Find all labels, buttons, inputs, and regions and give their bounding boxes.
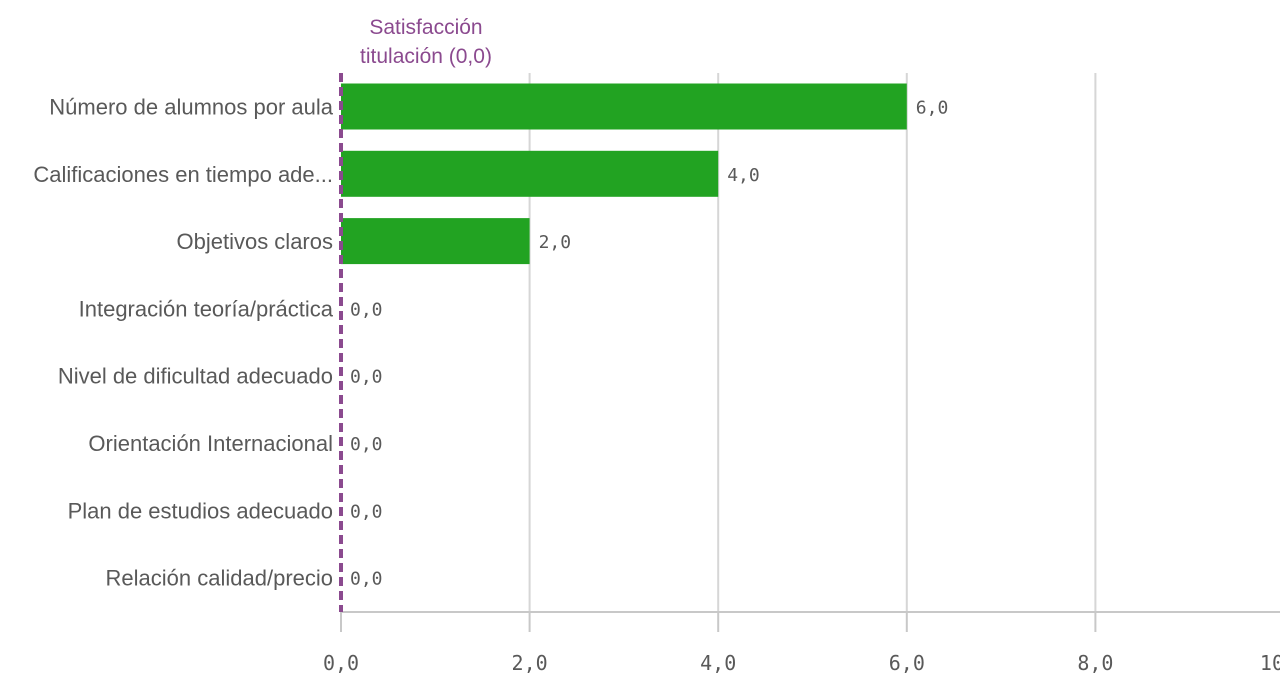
category-label: Relación calidad/precio [106, 566, 333, 591]
data-label: 2,0 [539, 232, 572, 253]
x-tick-label: 6,0 [889, 651, 925, 675]
bar [341, 218, 530, 265]
data-label: 0,0 [350, 434, 383, 455]
x-tick-label: 10,0 [1260, 651, 1280, 675]
category-label: Plan de estudios adecuado [68, 498, 333, 523]
category-label: Objetivos claros [176, 229, 333, 254]
x-tick-label: 8,0 [1077, 651, 1113, 675]
data-label: 0,0 [350, 299, 383, 320]
axes [340, 611, 1280, 632]
reference-line-group: Satisfacción titulación (0,0) [339, 16, 492, 612]
reference-line-label-line2: titulación (0,0) [360, 45, 492, 68]
x-tick-label: 4,0 [700, 651, 736, 675]
labels: 0,0 2,0 4,0 6,0 8,0 10,0 Número de alumnos por… [33, 95, 1280, 676]
bars [341, 83, 907, 265]
category-label: Nivel de dificultad adecuado [58, 364, 333, 389]
bar [341, 150, 719, 197]
reference-line-label-line1: Satisfacción [369, 16, 482, 39]
x-tick-label: 0,0 [323, 651, 359, 675]
category-label: Número de alumnos por aula [49, 95, 333, 120]
data-label: 0,0 [350, 501, 383, 522]
x-tick-label: 2,0 [512, 651, 548, 675]
category-label: Integración teoría/práctica [79, 296, 334, 321]
category-label: Orientación Internacional [88, 431, 333, 456]
data-label: 0,0 [350, 569, 383, 590]
category-label: Calificaciones en tiempo ade... [33, 162, 333, 187]
data-label: 4,0 [727, 165, 760, 186]
bar [341, 83, 907, 130]
data-label: 6,0 [916, 98, 949, 119]
data-label: 0,0 [350, 367, 383, 388]
